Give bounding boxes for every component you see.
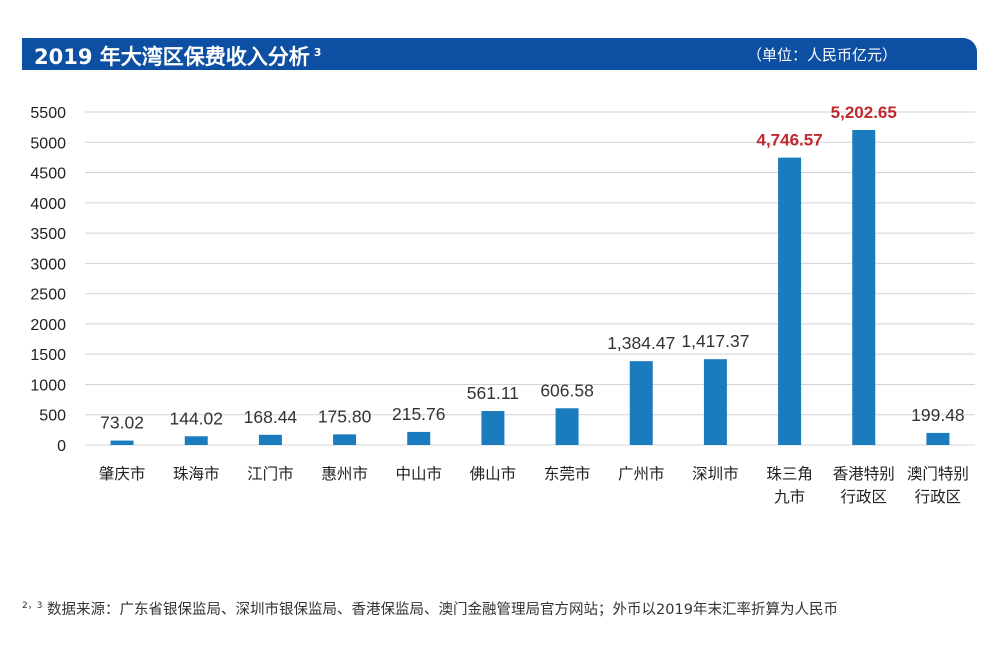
data-label: 561.11 bbox=[467, 383, 519, 403]
y-tick-label: 1000 bbox=[30, 377, 66, 394]
x-tick-label: 珠海市 bbox=[173, 465, 220, 483]
x-tick-label: 九市 bbox=[774, 488, 805, 506]
x-tick-label: 佛山市 bbox=[470, 465, 517, 483]
data-label: 168.44 bbox=[244, 407, 298, 427]
x-tick-label: 广州市 bbox=[618, 465, 665, 483]
bar bbox=[703, 359, 727, 445]
y-tick-label: 4500 bbox=[30, 166, 66, 183]
y-tick-label: 500 bbox=[39, 408, 66, 425]
y-tick-label: 1500 bbox=[30, 347, 66, 364]
bar bbox=[629, 361, 653, 445]
y-tick-label: 5000 bbox=[30, 135, 66, 152]
x-tick-label: 惠州市 bbox=[321, 465, 368, 483]
footnote-marker: 2，3 bbox=[22, 601, 43, 611]
y-tick-label: 2000 bbox=[30, 317, 66, 334]
x-tick-label: 行政区 bbox=[915, 488, 962, 506]
data-label: 215.76 bbox=[392, 404, 446, 424]
bar bbox=[407, 431, 431, 445]
x-tick-label: 深圳市 bbox=[692, 465, 739, 483]
y-tick-label: 0 bbox=[57, 438, 66, 455]
bar bbox=[110, 440, 134, 445]
data-label: 175.80 bbox=[318, 406, 372, 426]
bar bbox=[778, 157, 802, 445]
x-tick-label: 东莞市 bbox=[544, 465, 591, 483]
bar bbox=[481, 411, 505, 445]
bar bbox=[926, 432, 950, 445]
bar bbox=[852, 130, 876, 446]
title-bar: 2019 年大湾区保费收入分析 3 （单位：人民币亿元） bbox=[22, 38, 977, 70]
bar bbox=[555, 408, 579, 445]
x-tick-label: 珠三角 bbox=[766, 465, 813, 483]
data-label: 1,384.47 bbox=[607, 333, 675, 353]
footnote: 2，3 数据来源：广东省银保监局、深圳市银保监局、香港保监局、澳门金融管理局官方… bbox=[22, 592, 982, 624]
bar bbox=[258, 434, 282, 445]
data-label: 199.48 bbox=[911, 405, 965, 425]
chart-title: 2019 年大湾区保费收入分析 3 bbox=[34, 41, 321, 71]
y-tick-label: 4000 bbox=[30, 196, 66, 213]
x-tick-label: 肇庆市 bbox=[99, 465, 146, 483]
x-tick-label: 香港特别 bbox=[833, 465, 895, 483]
y-tick-label: 3000 bbox=[30, 256, 66, 273]
chart-title-label: 2019 年大湾区保费收入分析 bbox=[34, 45, 310, 69]
bar-chart: 0 500 1000 1500 2000 2500 3000 3500 4000 4500 5000… bbox=[30, 103, 975, 506]
data-label: 606.58 bbox=[540, 380, 594, 400]
x-tick-label: 澳门特别 bbox=[907, 465, 969, 483]
unit-label: （单位：人民币亿元） bbox=[746, 46, 897, 64]
bar bbox=[333, 434, 357, 445]
y-tick-label: 5500 bbox=[30, 105, 66, 122]
y-tick-label: 2500 bbox=[30, 287, 66, 304]
data-label: 5,202.65 bbox=[831, 103, 897, 122]
y-tick-label: 3500 bbox=[30, 226, 66, 243]
x-tick-label: 行政区 bbox=[840, 488, 887, 506]
data-label: 73.02 bbox=[100, 413, 144, 433]
data-label: 1,417.37 bbox=[681, 331, 749, 351]
bar bbox=[184, 436, 208, 445]
data-label: 4,746.57 bbox=[756, 131, 822, 150]
x-tick-label: 江门市 bbox=[247, 465, 294, 483]
x-tick-label: 中山市 bbox=[395, 465, 442, 483]
title-footnote-marker: 3 bbox=[313, 46, 322, 59]
data-label: 144.02 bbox=[169, 408, 223, 428]
footnote-text: 数据来源：广东省银保监局、深圳市银保监局、香港保监局、澳门金融管理局官方网站；外… bbox=[42, 601, 838, 618]
